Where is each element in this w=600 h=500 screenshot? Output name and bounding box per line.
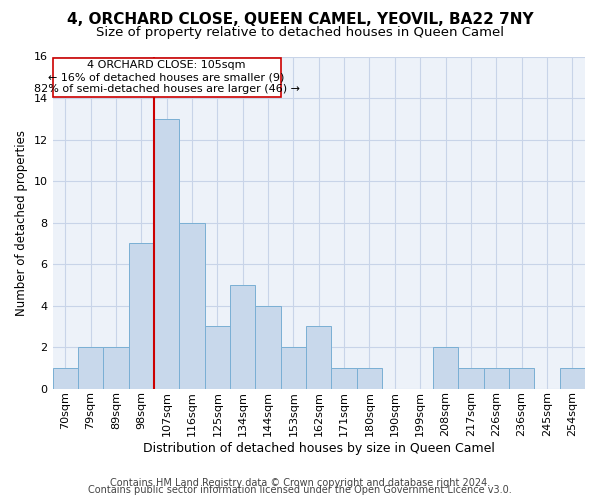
Text: 4, ORCHARD CLOSE, QUEEN CAMEL, YEOVIL, BA22 7NY: 4, ORCHARD CLOSE, QUEEN CAMEL, YEOVIL, B… bbox=[67, 12, 533, 28]
Bar bbox=[205, 326, 230, 388]
Bar bbox=[281, 347, 306, 389]
FancyBboxPatch shape bbox=[53, 58, 281, 97]
Bar bbox=[230, 285, 256, 389]
Bar bbox=[128, 244, 154, 388]
Text: ← 16% of detached houses are smaller (9): ← 16% of detached houses are smaller (9) bbox=[49, 72, 285, 83]
Y-axis label: Number of detached properties: Number of detached properties bbox=[15, 130, 28, 316]
Text: Contains public sector information licensed under the Open Government Licence v3: Contains public sector information licen… bbox=[88, 485, 512, 495]
Bar bbox=[357, 368, 382, 388]
Bar bbox=[484, 368, 509, 388]
Bar bbox=[331, 368, 357, 388]
Text: 82% of semi-detached houses are larger (46) →: 82% of semi-detached houses are larger (… bbox=[34, 84, 299, 94]
Bar bbox=[509, 368, 534, 388]
X-axis label: Distribution of detached houses by size in Queen Camel: Distribution of detached houses by size … bbox=[143, 442, 495, 455]
Bar bbox=[78, 347, 103, 389]
Bar bbox=[306, 326, 331, 388]
Text: 4 ORCHARD CLOSE: 105sqm: 4 ORCHARD CLOSE: 105sqm bbox=[88, 60, 246, 70]
Bar bbox=[154, 119, 179, 388]
Bar bbox=[560, 368, 585, 388]
Text: Contains HM Land Registry data © Crown copyright and database right 2024.: Contains HM Land Registry data © Crown c… bbox=[110, 478, 490, 488]
Bar bbox=[103, 347, 128, 389]
Bar bbox=[433, 347, 458, 389]
Bar bbox=[179, 222, 205, 388]
Bar bbox=[256, 306, 281, 388]
Bar bbox=[458, 368, 484, 388]
Text: Size of property relative to detached houses in Queen Camel: Size of property relative to detached ho… bbox=[96, 26, 504, 39]
Bar bbox=[53, 368, 78, 388]
